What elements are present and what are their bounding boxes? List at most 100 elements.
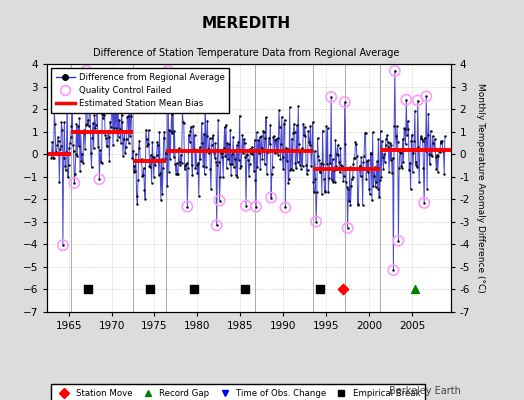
Point [305,139,313,145]
Point [270,133,278,140]
Point [190,146,198,152]
Point [307,162,315,169]
Point [343,225,352,231]
Point [139,165,148,171]
Point [63,94,71,101]
Point [164,68,172,74]
Point [388,170,396,176]
Point [427,152,435,159]
Point [226,127,235,133]
Point [368,129,377,136]
Point [204,146,212,152]
Point [75,115,83,122]
Point [324,189,333,196]
Point [110,125,118,132]
Point [88,135,96,141]
Point [146,164,155,170]
Point [169,99,177,106]
Point [341,99,349,105]
Point [239,136,248,142]
Point [283,146,292,152]
Point [218,150,226,156]
Point [223,139,232,146]
Point [291,160,300,166]
Point [351,139,359,145]
Point [436,149,444,155]
Point [89,120,97,126]
Point [134,177,142,183]
Point [119,152,127,159]
Point [163,183,171,189]
Point [224,156,232,162]
Point [334,152,343,158]
Point [420,200,428,206]
Point [80,127,89,134]
Point [279,166,288,172]
Point [356,173,365,180]
Point [378,138,386,144]
Point [389,267,398,273]
Point [66,139,74,146]
Point [356,162,364,169]
Point [124,113,132,120]
Point [403,118,412,124]
Point [303,171,311,178]
Point [308,147,316,153]
Point [391,68,399,74]
Point [213,222,221,228]
Point [292,165,300,172]
Point [86,150,95,156]
Point [253,164,261,171]
Point [274,135,282,141]
Point [413,97,422,104]
Point [288,136,296,142]
Point [161,156,169,162]
Point [268,164,277,170]
Point [216,174,224,180]
Point [99,114,107,121]
Point [252,204,260,210]
Point [127,113,135,119]
Point [192,162,201,168]
Point [337,163,346,169]
Point [148,139,157,146]
Point [215,159,223,165]
Point [159,165,167,171]
Point [185,139,194,146]
Point [217,154,226,160]
Point [393,123,401,130]
Point [381,142,390,148]
Point [97,160,106,166]
Point [200,131,208,137]
Point [213,222,221,228]
Point [84,123,93,129]
Point [112,125,120,131]
Point [173,171,181,178]
Point [165,127,173,133]
Point [361,130,369,136]
Point [156,170,165,176]
Point [200,171,209,178]
Point [364,157,373,164]
Point [345,198,353,204]
Point [410,137,418,144]
Point [339,286,347,293]
Point [52,149,61,155]
Point [51,149,60,156]
Point [90,112,99,118]
Point [396,148,404,155]
Point [387,142,396,149]
Point [49,155,57,162]
Point [230,164,238,170]
Point [301,132,310,139]
Point [93,106,102,113]
Point [205,135,214,142]
Point [51,121,59,127]
Point [337,162,345,168]
Point [172,160,181,166]
Point [399,136,407,142]
Point [378,153,387,160]
Point [228,161,237,167]
Point [394,139,402,146]
Point [360,153,368,159]
